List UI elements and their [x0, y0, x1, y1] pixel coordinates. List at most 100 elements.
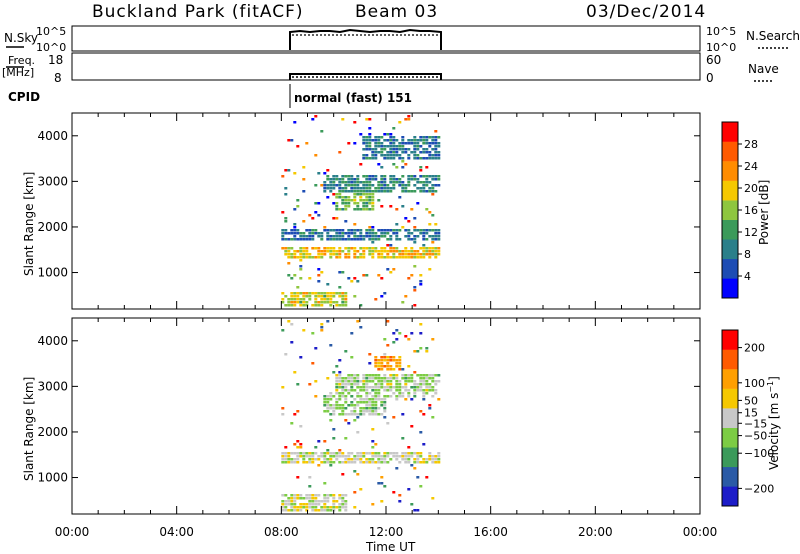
- heatmap-cell: [425, 157, 429, 160]
- heatmap-cell: [434, 389, 438, 392]
- heatmap-cell: [389, 380, 393, 383]
- heatmap-cell: [323, 229, 327, 232]
- heatmap-cell: [383, 256, 387, 259]
- heatmap-cell: [368, 232, 372, 235]
- heatmap-cell: [383, 353, 387, 356]
- heatmap-cell: [419, 175, 423, 178]
- heatmap-cell: [407, 395, 411, 398]
- heatmap-cell: [413, 350, 417, 353]
- heatmap-cell: [362, 136, 366, 139]
- heatmap-cell: [347, 374, 351, 377]
- heatmap-cell: [338, 208, 342, 211]
- heatmap-cell: [425, 178, 429, 181]
- heatmap-cell: [344, 461, 348, 464]
- heatmap-cell: [365, 202, 369, 205]
- heatmap-cell: [314, 446, 318, 449]
- heatmap-cell: [359, 247, 363, 250]
- heatmap-cell: [323, 461, 327, 464]
- heatmap-cell: [434, 380, 438, 383]
- heatmap-cell: [299, 443, 303, 446]
- heatmap-cell: [281, 301, 285, 304]
- heatmap-cell: [344, 232, 348, 235]
- heatmap-cell: [293, 295, 297, 298]
- heatmap-cell: [335, 458, 339, 461]
- heatmap-cell: [338, 229, 342, 232]
- heatmap-cell: [371, 241, 375, 244]
- heatmap-cell: [326, 377, 330, 380]
- heatmap-cell: [356, 184, 360, 187]
- heatmap-cell: [290, 304, 294, 307]
- heatmap-cell: [377, 386, 381, 389]
- heatmap-cell: [431, 250, 435, 253]
- heatmap-cell: [380, 253, 384, 256]
- heatmap-cell: [308, 235, 312, 238]
- heatmap-cell: [377, 395, 381, 398]
- heatmap-cell: [383, 187, 387, 190]
- heatmap-cell: [320, 256, 324, 259]
- heatmap-cell: [344, 386, 348, 389]
- heatmap-cell: [413, 386, 417, 389]
- heatmap-cell: [338, 398, 342, 401]
- heatmap-cell: [281, 458, 285, 461]
- heatmap-cell: [299, 497, 303, 500]
- heatmap-cell: [431, 247, 435, 250]
- heatmap-cell: [353, 455, 357, 458]
- heatmap-cell: [338, 386, 342, 389]
- heatmap-cell: [419, 461, 423, 464]
- heatmap-cell: [305, 295, 309, 298]
- heatmap-cell: [401, 148, 405, 151]
- heatmap-cell: [347, 458, 351, 461]
- heatmap-cell: [407, 115, 411, 118]
- heatmap-cell: [341, 377, 345, 380]
- heatmap-cell: [290, 458, 294, 461]
- heatmap-cell: [386, 452, 390, 455]
- heatmap-cell: [401, 184, 405, 187]
- heatmap-cell: [296, 238, 300, 241]
- heatmap-cell: [386, 145, 390, 148]
- colorbar-segment: [722, 349, 738, 370]
- heatmap-cell: [323, 250, 327, 253]
- heatmap-cell: [377, 362, 381, 365]
- heatmap-cell: [392, 253, 396, 256]
- heatmap-cell: [305, 292, 309, 295]
- heatmap-cell: [407, 455, 411, 458]
- heatmap-cell: [410, 380, 414, 383]
- heatmap-cell: [425, 392, 429, 395]
- heatmap-cell: [344, 389, 348, 392]
- heatmap-cell: [338, 286, 342, 289]
- heatmap-cell: [293, 503, 297, 506]
- heatmap-cell: [383, 157, 387, 160]
- heatmap-cell: [320, 130, 324, 133]
- heatmap-cell: [290, 497, 294, 500]
- heatmap-cell: [299, 265, 303, 268]
- heatmap-cell: [344, 407, 348, 410]
- heatmap-cell: [425, 389, 429, 392]
- heatmap-cell: [305, 455, 309, 458]
- heatmap-cell: [359, 410, 363, 413]
- heatmap-cell: [299, 356, 303, 359]
- heatmap-cell: [371, 395, 375, 398]
- colorbar-segment: [722, 330, 738, 350]
- heatmap-cell: [359, 380, 363, 383]
- heatmap-cell: [392, 139, 396, 142]
- heatmap-cell: [317, 214, 321, 217]
- heatmap-cell: [335, 178, 339, 181]
- heatmap-cell: [347, 229, 351, 232]
- heatmap-cell: [437, 232, 441, 235]
- heatmap-cell: [353, 238, 357, 241]
- noise-panel: N.Sky 10^5 10^0 10^5 10^0 N.Search: [4, 25, 800, 54]
- heatmap-cell: [413, 509, 417, 512]
- heatmap-cell: [284, 461, 288, 464]
- heatmap-cell: [362, 142, 366, 145]
- heatmap-cell: [407, 139, 411, 142]
- heatmap-cell: [425, 208, 429, 211]
- velocity-heatmap: [281, 320, 441, 512]
- heatmap-cell: [437, 461, 441, 464]
- heatmap-cell: [344, 199, 348, 202]
- heatmap-cell: [281, 503, 285, 506]
- heatmap-cell: [281, 238, 285, 241]
- heatmap-cell: [344, 253, 348, 256]
- heatmap-cell: [305, 256, 309, 259]
- heatmap-cell: [428, 389, 432, 392]
- heatmap-cell: [281, 235, 285, 238]
